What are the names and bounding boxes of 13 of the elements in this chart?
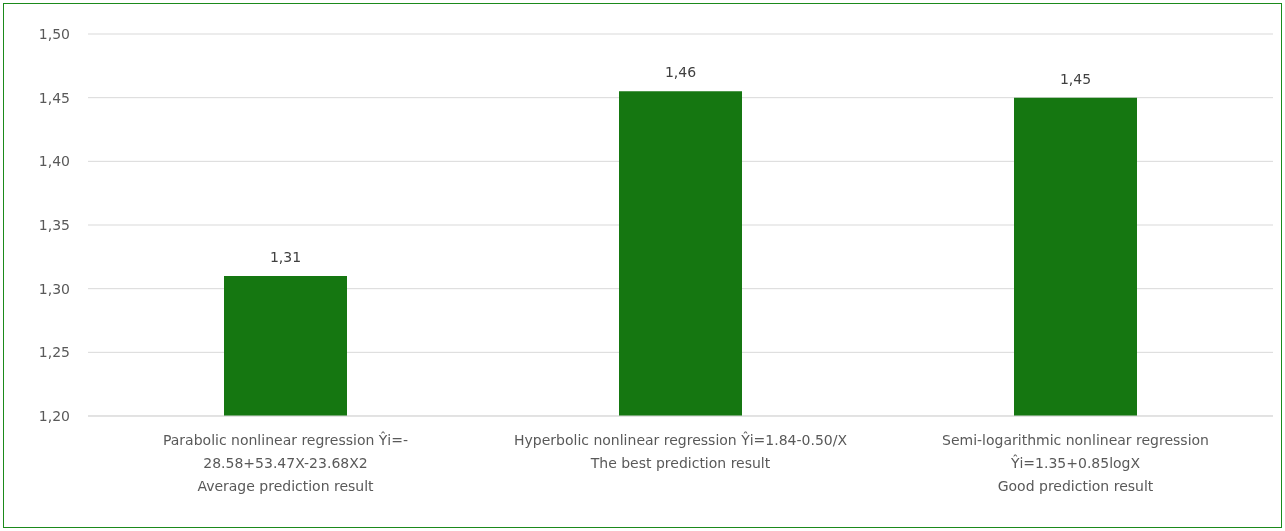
y-tick-label: 1,50 xyxy=(38,25,70,42)
data-label: 1,46 xyxy=(664,64,697,81)
y-tick-label: 1,30 xyxy=(38,280,70,297)
y-tick-label: 1,25 xyxy=(38,344,70,361)
x-tick-label: Semi-logarithmic nonlinear regression Ŷi=1.35+0.85logX Good prediction result xyxy=(942,432,1209,494)
y-tick-label: 1,40 xyxy=(38,153,70,170)
data-label: 1,31 xyxy=(269,248,302,265)
data-label: 1,45 xyxy=(1059,70,1092,87)
y-tick-label: 1,35 xyxy=(38,216,70,233)
x-tick-label: Parabolic nonlinear regression Ŷi=-28.58+53.47X-23.68X2 Average prediction result xyxy=(162,431,409,494)
y-tick-label: 1,20 xyxy=(38,407,70,424)
x-tick-label: Hyperbolic nonlinear regression Ŷi=1.84-0.50/X The best prediction result xyxy=(513,431,848,471)
y-tick-label: 1,45 xyxy=(38,89,70,106)
